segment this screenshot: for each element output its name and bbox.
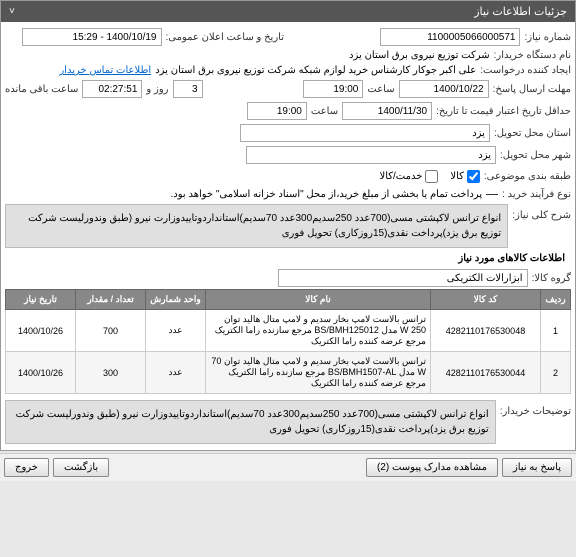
table-row[interactable]: 24282110176530044ترانس بالاست لامپ بخار … bbox=[6, 352, 571, 394]
announce-date-input[interactable] bbox=[22, 28, 162, 46]
category-label: طبقه بندی موضوعی: bbox=[484, 171, 571, 182]
table-cell: 1 bbox=[541, 310, 571, 352]
details-panel: جزئیات اطلاعات نیاز ˅ شماره نیاز: تاریخ … bbox=[0, 0, 576, 451]
table-row[interactable]: 14282110176530048ترانس بالاست لامپ بخار … bbox=[6, 310, 571, 352]
remaining-days[interactable] bbox=[173, 80, 203, 98]
buyer-notes-label: توضیحات خریدار: bbox=[500, 400, 571, 417]
credit-expiry-label: حداقل تاریخ اعتبار قیمت تا تاریخ: bbox=[436, 106, 571, 117]
items-table: ردیفکد کالانام کالاواحد شمارشتعداد / مقد… bbox=[5, 289, 571, 394]
table-header: واحد شمارش bbox=[146, 290, 206, 310]
cat-service-checkbox[interactable] bbox=[425, 170, 438, 183]
details-header: جزئیات اطلاعات نیاز ˅ bbox=[1, 1, 575, 22]
need-no-label: شماره نیاز: bbox=[524, 32, 571, 43]
view-docs-button[interactable]: مشاهده مدارک پیوست (2) bbox=[366, 458, 498, 477]
items-section-title: اطلاعات کالاهای مورد نیاز bbox=[5, 250, 571, 267]
table-header: نام کالا bbox=[206, 290, 431, 310]
details-title: جزئیات اطلاعات نیاز bbox=[474, 5, 567, 18]
goods-group-label: گروه کالا: bbox=[532, 273, 571, 284]
requester-value: علی اکبر جوکار کارشناس خرید لوازم شبکه ش… bbox=[155, 65, 476, 76]
time-label-1: ساعت bbox=[367, 84, 394, 95]
table-cell: 300 bbox=[76, 352, 146, 394]
table-header: کد کالا bbox=[431, 290, 541, 310]
province-input[interactable] bbox=[240, 124, 490, 142]
summary-box: انواع ترانس لاکپشتی مسی(700عدد 250سدیم30… bbox=[5, 204, 508, 248]
credit-date[interactable] bbox=[342, 102, 432, 120]
reply-deadline-time[interactable] bbox=[303, 80, 363, 98]
table-cell: 1400/10/26 bbox=[6, 310, 76, 352]
city-label: شهر محل تحویل: bbox=[500, 150, 571, 161]
button-bar: پاسخ به نیاز مشاهده مدارک پیوست (2) بازگ… bbox=[0, 453, 576, 481]
table-cell: 700 bbox=[76, 310, 146, 352]
table-cell: 2 bbox=[541, 352, 571, 394]
exit-button[interactable]: خروج bbox=[4, 458, 49, 477]
city-input[interactable] bbox=[246, 146, 496, 164]
collapse-icon[interactable]: ˅ bbox=[9, 6, 15, 17]
table-header: تاریخ نیاز bbox=[6, 290, 76, 310]
remaining-time[interactable] bbox=[82, 80, 142, 98]
view-docs-label: مشاهده مدارک پیوست bbox=[392, 462, 487, 473]
table-cell: ترانس بالاست لامپ بخار سدیم و لامپ متال … bbox=[206, 310, 431, 352]
table-cell: عدد bbox=[146, 352, 206, 394]
table-cell: 1400/10/26 bbox=[6, 352, 76, 394]
buyer-notes-box: انواع ترانس لاکپشتی مسی(700عدد 250سدیم30… bbox=[5, 400, 496, 444]
reply-deadline-date[interactable] bbox=[399, 80, 489, 98]
buyer-org-label: نام دستگاه خریدار: bbox=[494, 50, 571, 61]
summary-label: شرح کلی نیاز: bbox=[512, 204, 571, 221]
day-and-label: روز و bbox=[146, 84, 168, 95]
cat-service-label: خدمت/کالا bbox=[379, 171, 422, 182]
cat-goods-checkbox[interactable] bbox=[467, 170, 480, 183]
table-cell: عدد bbox=[146, 310, 206, 352]
reply-deadline-label: مهلت ارسال پاسخ: bbox=[493, 84, 571, 95]
details-body: شماره نیاز: تاریخ و ساعت اعلان عمومی: نا… bbox=[1, 22, 575, 450]
category-checkboxes: کالا خدمت/کالا bbox=[379, 168, 479, 185]
requester-label: ایجاد کننده درخواست: bbox=[480, 65, 571, 76]
buyer-org-value: شرکت توزیع نیروی برق استان یزد bbox=[349, 50, 490, 61]
table-cell: 4282110176530044 bbox=[431, 352, 541, 394]
province-label: استان محل تحویل: bbox=[494, 128, 571, 139]
table-cell: 4282110176530048 bbox=[431, 310, 541, 352]
credit-time[interactable] bbox=[247, 102, 307, 120]
buyer-contact-link[interactable]: اطلاعات تماس خریدار bbox=[59, 65, 151, 76]
cat-goods-item[interactable]: کالا bbox=[450, 170, 480, 183]
dash-separator bbox=[486, 194, 498, 195]
cat-goods-label: کالا bbox=[450, 171, 464, 182]
reply-button[interactable]: پاسخ به نیاز bbox=[502, 458, 572, 477]
purchase-note: پرداخت تمام یا بخشی از مبلغ خرید،از محل … bbox=[171, 189, 483, 200]
time-label-2: ساعت bbox=[311, 106, 338, 117]
need-no-input[interactable] bbox=[380, 28, 520, 46]
goods-group-input[interactable] bbox=[278, 269, 528, 287]
table-cell: ترانس بالاست لامپ بخار سدیم و لامپ متال … bbox=[206, 352, 431, 394]
doc-count: 2 bbox=[380, 462, 386, 473]
announce-date-label: تاریخ و ساعت اعلان عمومی: bbox=[166, 32, 285, 43]
table-header: ردیف bbox=[541, 290, 571, 310]
remaining-label: ساعت باقی مانده bbox=[5, 84, 78, 95]
cat-service-item[interactable]: خدمت/کالا bbox=[379, 170, 438, 183]
back-button[interactable]: بازگشت bbox=[53, 458, 109, 477]
table-header: تعداد / مقدار bbox=[76, 290, 146, 310]
purchase-type-label: نوع فرآیند خرید : bbox=[502, 189, 571, 200]
